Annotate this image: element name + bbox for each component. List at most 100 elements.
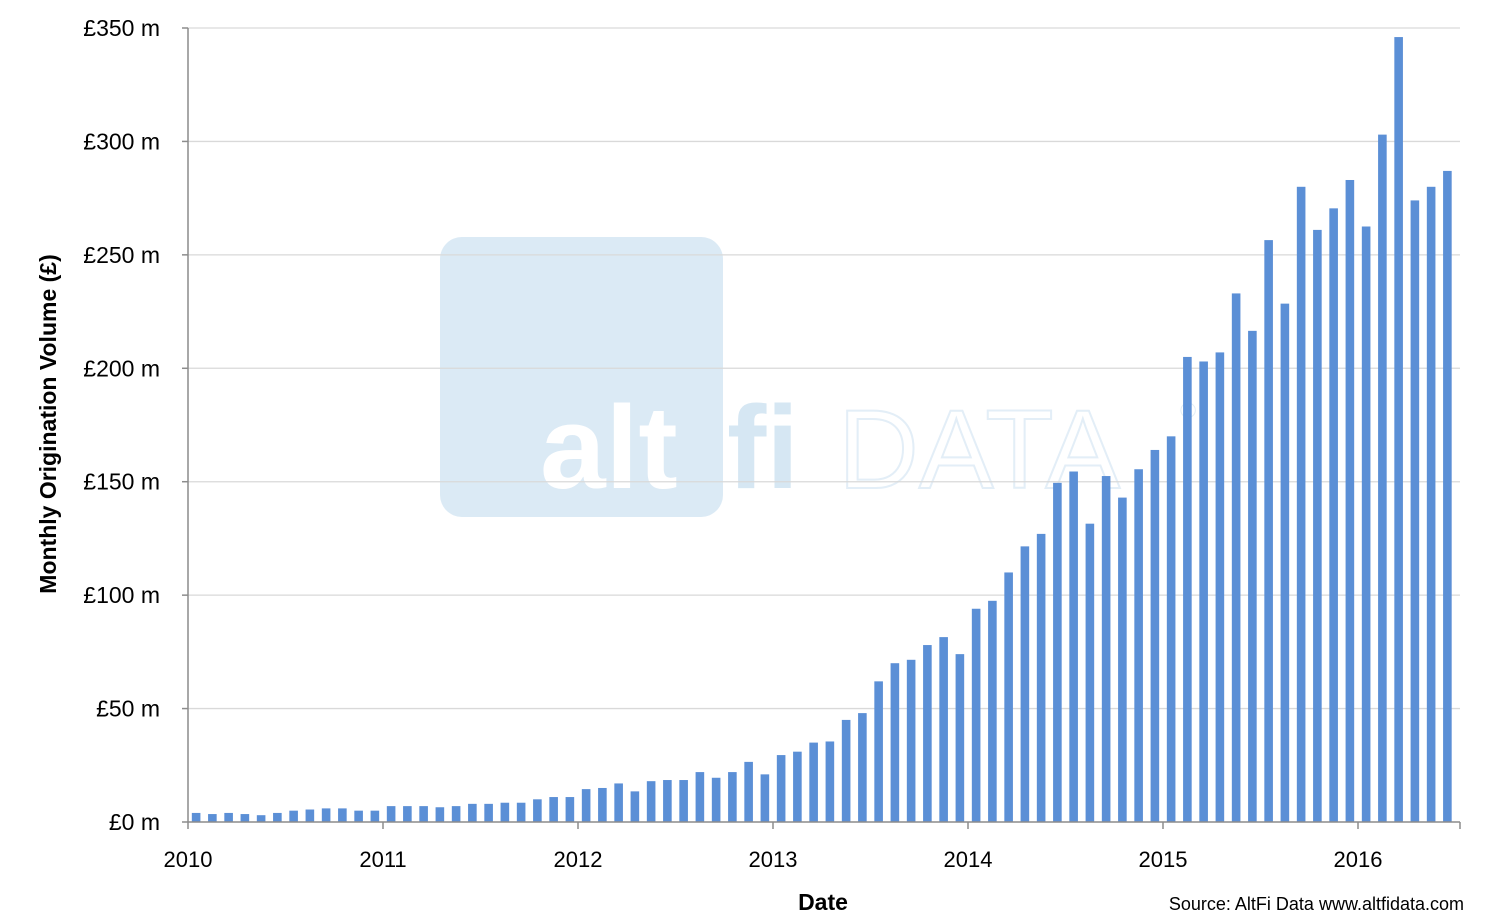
bar [1004,572,1013,822]
x-tick-label: 2012 [554,847,603,872]
bar [273,812,282,822]
bar [890,663,900,822]
bar [208,814,217,822]
x-axis-title: Date [798,889,848,915]
bar [630,791,640,822]
bar [728,772,737,822]
y-axis-title: Monthly Origination Volume (£) [35,254,61,593]
bar [1166,436,1176,822]
bar [1053,482,1062,822]
x-tick-label: 2010 [164,847,213,872]
bar [1426,186,1436,823]
bar [793,751,802,822]
x-tick-label: 2011 [359,847,406,872]
bar [468,803,477,822]
bar [809,742,818,822]
bar [435,807,445,822]
bar [370,810,380,822]
bar [776,755,786,822]
y-tick-label: £200 m [83,355,160,381]
bar [1280,303,1290,822]
bar [1215,352,1225,822]
bar [874,681,883,822]
bar [191,812,201,822]
y-tick-label: £50 m [96,696,160,722]
bar [289,810,298,822]
bar [549,797,558,822]
x-tick-label: 2015 [1139,847,1188,872]
watermark-data-text: DATA [838,387,1120,512]
bar [1329,208,1338,823]
y-tick-label: £300 m [83,128,160,154]
bar [1394,37,1403,822]
x-tick-label: 2014 [944,847,993,872]
bar [711,777,721,822]
bar [403,806,412,822]
bar [971,608,981,822]
watermark-alt-text: alt [540,382,678,514]
source-credit: Source: AltFi Data www.altfidata.com [1169,894,1464,914]
bar [1313,229,1322,822]
x-axis-tick-labels: 2010 2011 2012 2013 2014 2015 2016 [164,847,1383,872]
bar [1231,293,1241,822]
bar [240,814,250,822]
bar [939,637,948,822]
bar [533,799,542,822]
bar [516,802,526,822]
bar [256,815,266,822]
bar [1118,497,1127,822]
y-tick-label: £250 m [83,242,160,268]
x-tick-label: 2016 [1334,847,1383,872]
bar [988,600,997,822]
y-tick-label: £350 m [83,15,160,41]
bar [500,802,510,822]
y-tick-label: £0 m [109,809,160,835]
bar [1183,356,1192,822]
bar [679,780,688,822]
bar [663,780,672,822]
bar [614,783,623,822]
bar [1101,476,1111,822]
x-tick-label: 2013 [749,847,798,872]
y-tick-label: £150 m [83,469,160,495]
bar [955,654,965,822]
bar [1248,330,1257,822]
bar [451,806,461,822]
bar [224,812,233,822]
y-axis-tick-labels: £0 m £50 m £100 m £150 m £200 m £250 m £300 m £… [83,15,160,835]
bar [1036,533,1046,822]
bar [646,781,656,822]
altfi-watermark-logo: alt fi DATA ® [440,237,1196,517]
bar [760,774,770,822]
bar [841,719,851,822]
bar [565,797,575,822]
bar [1069,471,1078,822]
bar [1150,449,1160,822]
bar [581,789,591,822]
gridlines [188,27,1460,710]
bar [744,761,753,822]
bar [1410,200,1420,822]
axes [182,27,1461,829]
bar [1296,186,1306,823]
bar [1199,361,1208,822]
bar [598,787,607,822]
bar-series [191,37,1452,823]
bar [825,741,835,822]
bar [1085,523,1095,822]
watermark-badge [440,237,723,517]
bar [354,810,363,822]
bar [695,772,705,822]
bar [1345,179,1355,823]
bar [1134,469,1143,822]
bar [305,809,315,822]
y-tick-label: £100 m [83,582,160,608]
bar [1020,546,1030,822]
bar [338,808,347,822]
bar [923,645,932,822]
bar [906,659,916,822]
bar [419,806,428,822]
bar [386,806,396,822]
